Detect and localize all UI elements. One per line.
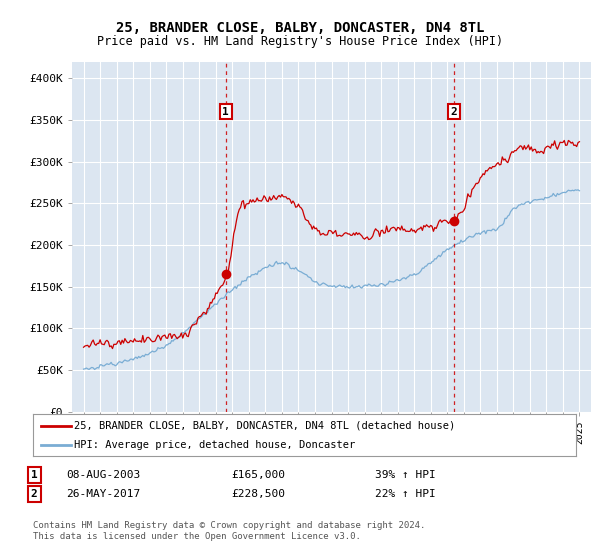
Text: HPI: Average price, detached house, Doncaster: HPI: Average price, detached house, Donc… xyxy=(74,440,355,450)
Text: 1: 1 xyxy=(31,470,38,480)
Text: Contains HM Land Registry data © Crown copyright and database right 2024.
This d: Contains HM Land Registry data © Crown c… xyxy=(33,521,425,540)
Text: 2: 2 xyxy=(31,489,38,499)
Text: 39% ↑ HPI: 39% ↑ HPI xyxy=(375,470,436,480)
Text: 25, BRANDER CLOSE, BALBY, DONCASTER, DN4 8TL (detached house): 25, BRANDER CLOSE, BALBY, DONCASTER, DN4… xyxy=(74,421,455,431)
Text: 2: 2 xyxy=(451,106,457,116)
Text: 26-MAY-2017: 26-MAY-2017 xyxy=(66,489,140,499)
Text: £228,500: £228,500 xyxy=(231,489,285,499)
Text: 08-AUG-2003: 08-AUG-2003 xyxy=(66,470,140,480)
Text: £165,000: £165,000 xyxy=(231,470,285,480)
Text: Price paid vs. HM Land Registry's House Price Index (HPI): Price paid vs. HM Land Registry's House … xyxy=(97,35,503,48)
Text: 25, BRANDER CLOSE, BALBY, DONCASTER, DN4 8TL: 25, BRANDER CLOSE, BALBY, DONCASTER, DN4… xyxy=(116,21,484,35)
Text: 22% ↑ HPI: 22% ↑ HPI xyxy=(375,489,436,499)
Text: 1: 1 xyxy=(223,106,229,116)
